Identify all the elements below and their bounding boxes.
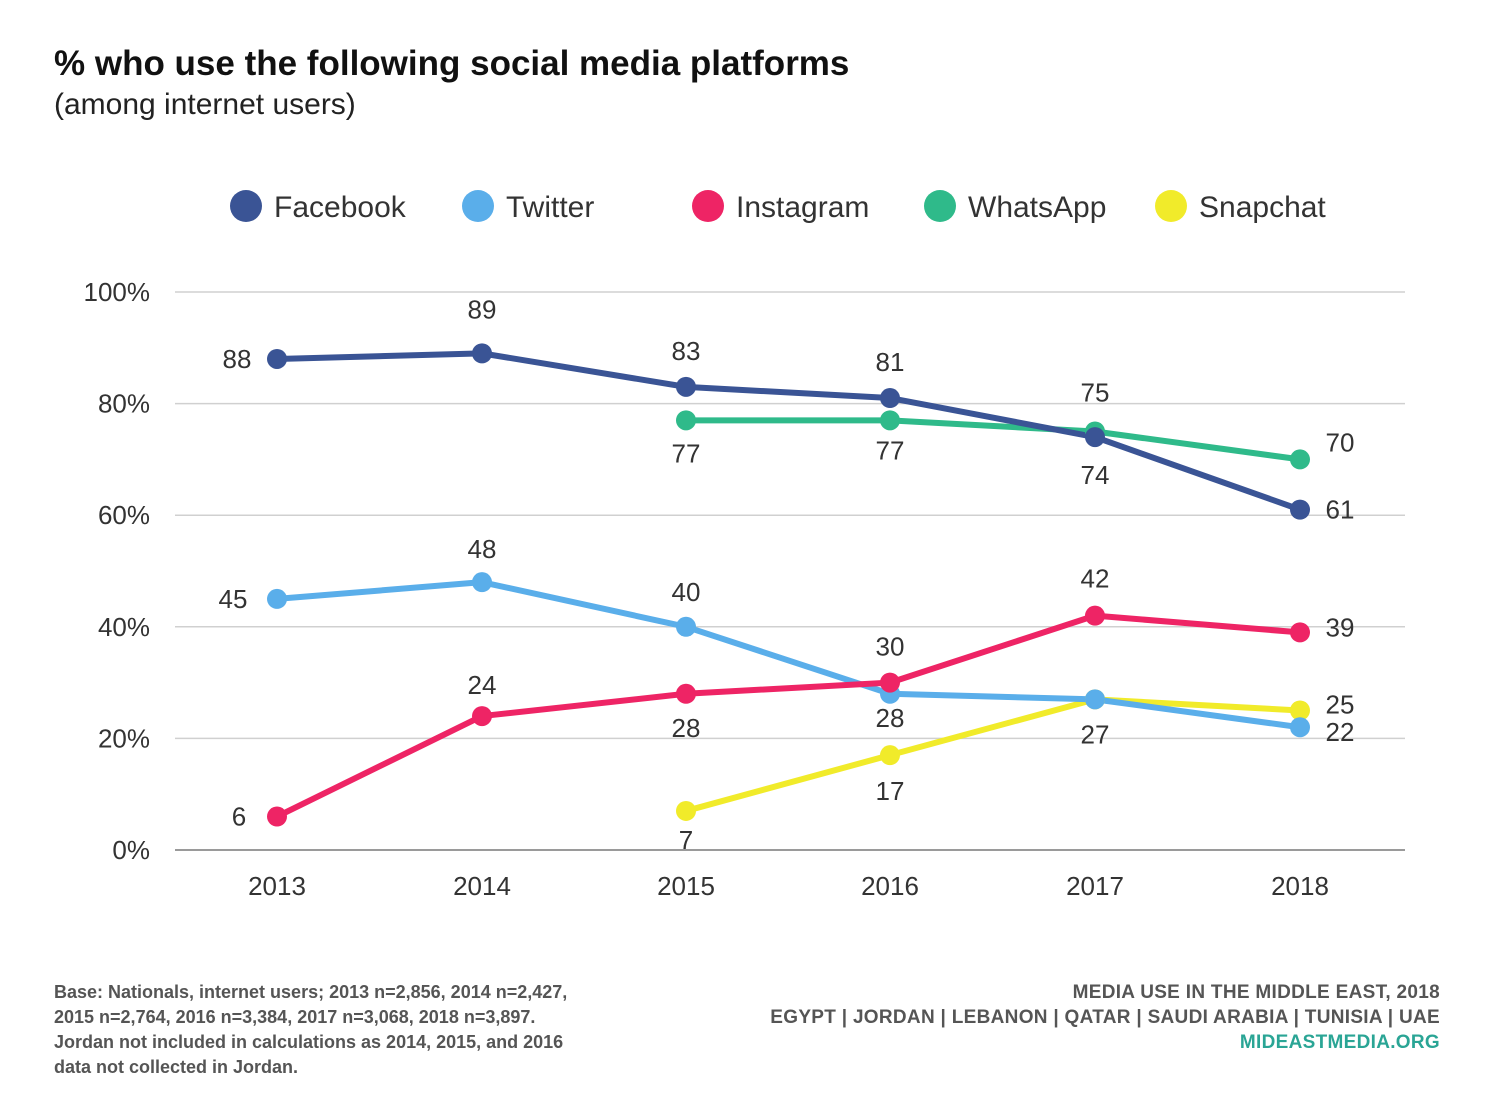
data-point [676,376,696,397]
x-tick-label: 2017 [1066,871,1124,901]
data-label: 89 [468,294,497,324]
data-label: 40 [672,577,701,607]
country-list: EGYPT | JORDAN | LEBANON | QATAR | SAUDI… [770,1007,1440,1028]
data-label: 70 [1326,427,1355,457]
series-line [683,417,1303,463]
footnote-line: data not collected in Jordan. [54,1057,299,1077]
series-points [267,343,1310,827]
x-tick-label: 2018 [1271,871,1329,901]
y-tick-label: 40% [98,612,150,642]
legend-swatch [230,190,262,222]
data-point [472,343,492,364]
data-label: 17 [876,776,905,806]
chart-subtitle: (among internet users) [54,88,356,121]
data-label: 77 [876,435,905,465]
x-tick-label: 2015 [657,871,715,901]
legend-swatch [1155,190,1187,222]
data-point [676,683,696,704]
legend: Facebook Twitter Instagram WhatsApp Snapchat [230,190,1326,224]
line-chart: Facebook Twitter Instagram WhatsApp Snapchat… [84,190,1405,901]
data-label: 7 [679,825,693,855]
data-label: 61 [1326,495,1355,525]
data-label: 83 [672,336,701,366]
data-label: 30 [876,632,905,662]
data-point [1085,605,1105,626]
data-label: 24 [468,670,497,700]
legend-label: Instagram [736,191,869,224]
data-label: 22 [1326,717,1355,747]
data-label: 6 [232,802,246,832]
data-point [1290,449,1310,470]
data-label: 42 [1081,564,1110,594]
data-point [880,388,900,409]
data-label: 75 [1081,378,1110,408]
series-lines [274,350,1303,820]
data-point [472,706,492,727]
data-label: 28 [672,713,701,743]
data-point [472,572,492,593]
y-tick-label: 20% [98,723,150,753]
data-point [1290,622,1310,643]
series-line [683,696,1303,814]
data-label: 27 [1081,719,1110,749]
gridlines [175,291,1405,851]
legend-swatch [462,190,494,222]
legend-swatch [692,190,724,222]
site-link[interactable]: MIDEASTMEDIA.ORG [1239,1032,1440,1053]
legend-label: Snapchat [1199,191,1326,224]
footnote-line: Base: Nationals, internet users; 2013 n=… [54,982,568,1002]
x-axis-ticks: 2013 2014 2015 2016 2017 2018 [248,871,1329,901]
y-tick-label: 80% [98,389,150,419]
y-axis-ticks: 0% 20% 40% 60% 80% 100% [84,277,151,865]
data-point [676,616,696,637]
legend-label: WhatsApp [968,191,1106,224]
series-line [274,612,1303,820]
x-tick-label: 2013 [248,871,306,901]
footnote: Base: Nationals, internet users; 2013 n=… [54,980,674,1080]
data-point [676,800,696,821]
chart-title: % who use the following social media pla… [54,44,850,83]
data-point [1290,499,1310,520]
data-label: 25 [1326,690,1355,720]
data-point [676,410,696,431]
data-label: 81 [876,347,905,377]
footnote-line: 2015 n=2,764, 2016 n=3,384, 2017 n=3,068… [54,1007,536,1027]
series-line [274,350,1303,513]
branding: MEDIA USE IN THE MIDDLE EAST, 2018 EGYPT… [770,980,1440,1055]
data-point [1290,717,1310,738]
legend-swatch [924,190,956,222]
data-label: 39 [1326,612,1355,642]
data-point [880,745,900,766]
data-point [267,806,287,827]
legend-label: Facebook [274,191,407,224]
series-line [274,579,1303,731]
x-tick-label: 2016 [861,871,919,901]
y-tick-label: 100% [84,277,151,307]
x-tick-label: 2014 [453,871,511,901]
data-point [1290,700,1310,721]
data-label: 45 [219,584,248,614]
data-point [267,348,287,369]
legend-label: Twitter [506,191,594,224]
data-label: 88 [223,344,252,374]
data-point [880,672,900,693]
data-label: 77 [672,438,701,468]
report-title: MEDIA USE IN THE MIDDLE EAST, 2018 [1072,982,1440,1003]
data-point [880,410,900,431]
footnote-line: Jordan not included in calculations as 2… [54,1032,564,1052]
data-point [1085,427,1105,448]
y-tick-label: 0% [112,835,150,865]
y-tick-label: 60% [98,500,150,530]
data-label: 74 [1081,460,1110,490]
data-label: 28 [876,703,905,733]
data-label: 48 [468,534,497,564]
data-point [1085,689,1105,710]
data-point [267,588,287,609]
